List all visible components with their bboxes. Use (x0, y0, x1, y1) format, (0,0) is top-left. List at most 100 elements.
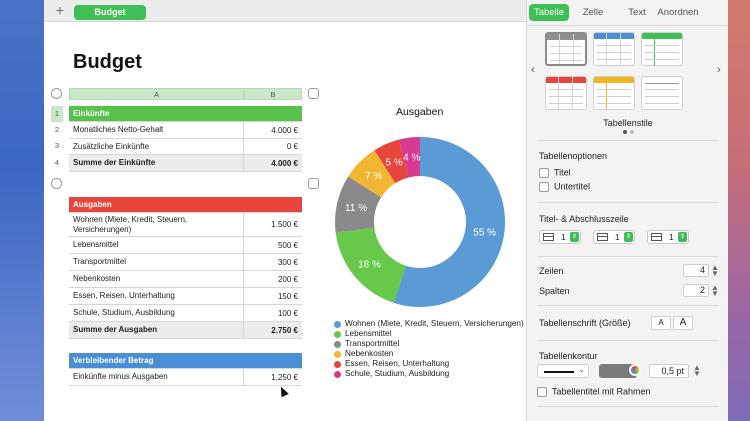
table-cell[interactable]: 1.500 € (271, 220, 298, 229)
row-number-4[interactable]: 4 (54, 158, 60, 167)
columns-stepper-icon[interactable]: ▲ ▼ (711, 283, 719, 298)
tab-text[interactable]: Text (628, 7, 646, 18)
add-sheet-button[interactable]: + (55, 2, 65, 18)
table-cell[interactable]: Wohnen (Miete, Kredit, Steuern, Versiche… (69, 213, 244, 236)
table-cell[interactable]: Einkünfte minus Ausgaben (69, 369, 244, 385)
table-style-green[interactable] (641, 32, 683, 66)
table-style-yellow[interactable] (593, 76, 635, 110)
table-cell[interactable]: Zusätzliche Einkünfte (69, 139, 244, 154)
table-column-handle[interactable] (308, 88, 319, 99)
table-footer-row[interactable]: Summe der Ausgaben 2.750 € (69, 322, 302, 339)
table-row[interactable]: Nebenkosten 200 € (69, 271, 302, 288)
pie-slice[interactable] (374, 139, 409, 184)
table-cell[interactable] (244, 106, 302, 121)
checkbox-icon[interactable] (539, 167, 549, 178)
row-number-2[interactable]: 2 (54, 125, 60, 134)
pie-slice[interactable] (348, 150, 396, 198)
table-style-gray[interactable] (545, 32, 587, 66)
pie-slice[interactable] (393, 137, 506, 307)
tab-anordnen[interactable]: Anordnen (657, 7, 699, 18)
header-columns-stepper[interactable]: 1 ⇕ (593, 230, 635, 244)
outline-color-well[interactable] (599, 364, 637, 378)
table-cell[interactable]: 4.000 € (271, 158, 298, 168)
table-cell[interactable]: 200 € (277, 274, 298, 284)
table-header-row[interactable]: Verbleibender Betrag (69, 353, 302, 369)
checkbox-icon[interactable] (537, 386, 547, 397)
table-cell[interactable]: Schule, Studium, Ausbildung (69, 305, 244, 321)
table-row[interactable]: Essen, Reisen, Unterhaltung 150 € (69, 288, 302, 305)
outline-style-select[interactable]: ⌄ (537, 364, 589, 378)
page-dot-active[interactable] (623, 130, 627, 134)
table-cell[interactable]: Summe der Einkünfte (69, 155, 244, 171)
table-resize-handle[interactable] (308, 178, 319, 189)
table-select-handle[interactable] (51, 88, 62, 99)
table-cell[interactable]: 300 € (277, 257, 298, 267)
legend-label: Lebensmittel (345, 329, 392, 338)
table-cell[interactable]: Lebensmittel (69, 237, 244, 253)
title-border-checkbox[interactable]: Tabellentitel mit Rahmen (537, 386, 651, 398)
table-cell[interactable]: 2.750 € (271, 325, 298, 335)
table-row[interactable]: Wohnen (Miete, Kredit, Steuern, Versiche… (69, 213, 302, 237)
color-wheel-icon[interactable] (629, 364, 641, 376)
table-cell[interactable]: Summe der Ausgaben (69, 322, 244, 338)
rows-field[interactable]: 4 (683, 264, 709, 277)
donut-chart[interactable]: 55 % 18 % 11 % 7 %5 % 4 % (330, 132, 510, 312)
table-cell[interactable]: 1.250 € (271, 372, 298, 382)
header-rows-stepper[interactable]: 1 ⇕ (539, 230, 581, 244)
table-cell[interactable]: 0 € (286, 142, 298, 151)
table-row[interactable]: Monatliches Netto-Gehalt 4.000 € (69, 122, 302, 139)
table-cell[interactable]: 100 € (277, 308, 298, 318)
table-footer-row[interactable]: Summe der Einkünfte 4.000 € (69, 155, 302, 172)
option-subtitle-checkbox[interactable]: Untertitel (539, 181, 590, 193)
sheet-tab-budget[interactable]: Budget (74, 5, 146, 20)
table-cell[interactable]: 150 € (277, 291, 298, 301)
table-cell[interactable]: Einkünfte (73, 108, 110, 118)
column-header-a[interactable]: A (69, 88, 244, 100)
table-cell[interactable]: 4.000 € (271, 125, 298, 135)
table-style-plain[interactable] (641, 76, 683, 110)
table-cell[interactable]: Transportmittel (69, 254, 244, 270)
columns-field[interactable]: 2 (683, 284, 709, 297)
rows-stepper-icon[interactable]: ▲ ▼ (711, 263, 719, 278)
column-header-b[interactable]: B (244, 88, 302, 100)
styles-next-arrow-icon[interactable]: › (717, 64, 721, 76)
tab-zelle[interactable]: Zelle (582, 7, 604, 18)
table-row-handle[interactable] (51, 178, 62, 189)
table-cell[interactable] (244, 197, 302, 212)
table-row[interactable]: Einkünfte minus Ausgaben 1.250 € (69, 369, 302, 386)
option-title-checkbox[interactable]: Titel (539, 167, 571, 179)
table-row[interactable]: Zusätzliche Einkünfte 0 € (69, 139, 302, 155)
table-cell[interactable]: Essen, Reisen, Unterhaltung (69, 288, 244, 304)
table-row[interactable]: Transportmittel 300 € (69, 254, 302, 271)
outline-width-field[interactable]: 0,5 pt (649, 364, 689, 378)
page-dot[interactable] (630, 130, 634, 134)
table-cell[interactable]: Ausgaben (73, 199, 112, 209)
row-number-1[interactable]: 1 (51, 106, 63, 122)
styles-prev-arrow-icon[interactable]: ‹ (531, 64, 535, 76)
table-cell[interactable]: Verbleibender Betrag (73, 355, 154, 365)
checkbox-icon[interactable] (539, 181, 549, 192)
legend-label: Essen, Reisen, Unterhaltung (345, 359, 450, 368)
outline-width-stepper-icon[interactable]: ▲ ▼ (693, 363, 701, 378)
font-larger-button[interactable]: A (673, 316, 693, 330)
pie-slice[interactable] (398, 137, 420, 178)
table-style-blue[interactable] (593, 32, 635, 66)
footer-rows-stepper[interactable]: 1 ⇕ (647, 230, 689, 244)
table-style-red[interactable] (545, 76, 587, 110)
table-cell[interactable]: Monatliches Netto-Gehalt (69, 122, 244, 138)
font-smaller-button[interactable]: A (651, 316, 671, 330)
row-number-3[interactable]: 3 (54, 141, 60, 150)
table-header-row[interactable]: Einkünfte (69, 106, 302, 122)
tab-tabelle[interactable]: Tabelle (529, 4, 569, 21)
table-header-row[interactable]: Ausgaben (69, 197, 302, 213)
pie-slice[interactable] (335, 227, 406, 303)
stepper-icon[interactable]: ⇕ (570, 232, 579, 242)
table-cell[interactable] (244, 353, 302, 368)
table-row[interactable]: Schule, Studium, Ausbildung 100 € (69, 305, 302, 322)
table-cell[interactable]: 500 € (277, 240, 298, 250)
pie-slice[interactable] (335, 176, 382, 233)
table-cell[interactable]: Nebenkosten (69, 271, 244, 287)
stepper-icon[interactable]: ⇕ (624, 232, 633, 242)
table-row[interactable]: Lebensmittel 500 € (69, 237, 302, 254)
stepper-icon[interactable]: ⇕ (678, 232, 687, 242)
